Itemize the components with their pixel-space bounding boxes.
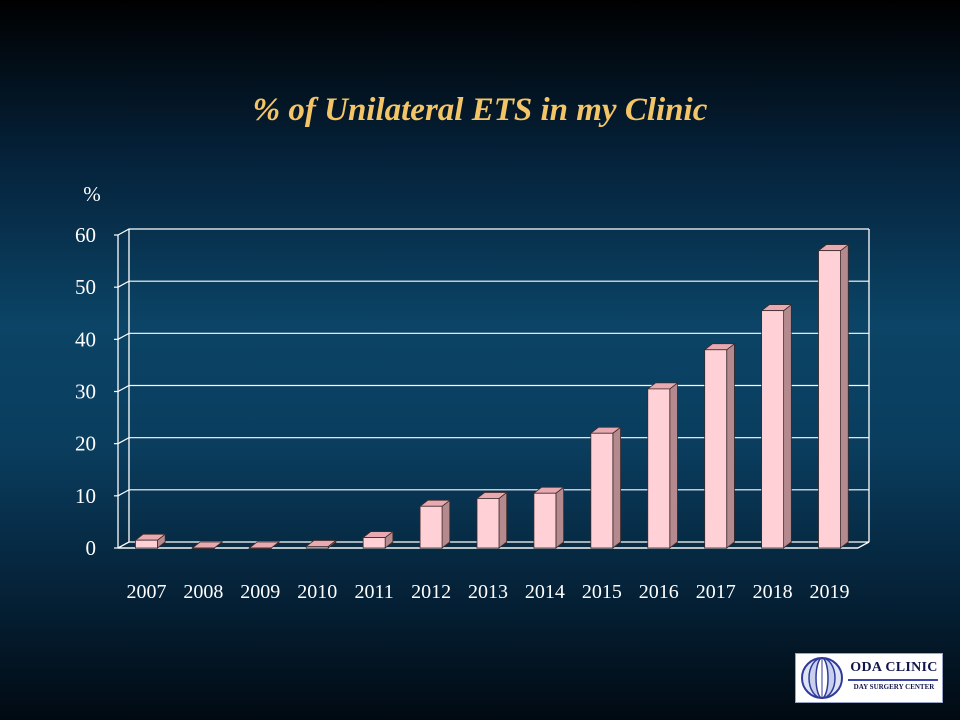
bar-side [441,499,451,549]
bar-front [476,498,500,549]
bar-layer [134,243,850,549]
gridline [117,489,869,497]
y-tick-label: 50 [75,275,96,299]
gridline [117,384,869,393]
bar [361,530,395,549]
bar-front [818,250,841,549]
x-tick-label: 2011 [355,581,394,603]
bar-side [783,303,792,549]
gridline [117,332,869,340]
bar [248,541,281,549]
y-tick-label: 0 [86,536,97,560]
clinic-logo-mark-icon [801,657,843,699]
clinic-logo-divider [848,679,938,681]
y-tick-label: 10 [75,484,96,508]
x-tick-label: 2013 [468,581,508,603]
x-tick-label: 2007 [126,581,166,603]
x-tick-label: 2008 [183,581,223,603]
gridline [117,228,869,236]
y-axis-label: % [83,182,101,206]
bar-front [704,349,728,549]
bar-front [590,432,614,549]
bar [191,541,224,549]
bar-side [726,342,735,549]
clinic-logo: ODA CLINIC DAY SURGERY CENTER [795,653,943,703]
y-tick-label: 30 [75,380,96,404]
bar [475,491,508,549]
bar [646,382,679,549]
x-tick-label: 2016 [639,581,679,603]
bar [589,426,622,549]
x-tick-label: 2018 [753,581,793,603]
bar [418,499,451,549]
bar-front [305,546,329,549]
bar-side [555,486,565,549]
bar [134,533,167,549]
bar-front [533,492,557,549]
x-tick-label: 2012 [411,581,451,603]
bar-side [840,243,849,549]
y-tick-label: 60 [75,223,96,247]
bar-side [612,426,621,549]
bar-side [498,491,508,549]
gridline [117,437,869,445]
clinic-logo-name: ODA CLINIC [850,660,938,675]
x-tick-label: 2017 [696,581,736,603]
bar-front [135,539,158,549]
bar [532,486,565,549]
bar-front [761,310,785,549]
bar-front [647,388,671,549]
x-tick-label: 2014 [525,581,565,603]
bar-front [419,505,443,549]
x-tick-label: 2019 [810,581,850,603]
bar [703,342,736,549]
x-tick-label: 2015 [582,581,622,603]
label-layer: 0 10 20 30 40 50 60 2007 2008 2009 2010 2011 2012 201… [75,223,850,603]
bar [817,243,850,549]
bar-front [362,537,386,549]
x-tick-label: 2010 [297,581,337,603]
x-tick-label: 2009 [240,581,280,603]
clinic-logo-subtitle: DAY SURGERY CENTER [853,683,935,691]
bar [305,539,338,549]
gridline [117,280,869,288]
bar-front [191,547,215,549]
y-tick-label: 40 [75,327,96,351]
bar-front [248,547,272,549]
bar-side [669,382,678,549]
y-tick-label: 20 [75,432,96,456]
chart-title: % of Unilateral ETS in my Clinic [252,92,708,128]
bar [760,303,793,549]
